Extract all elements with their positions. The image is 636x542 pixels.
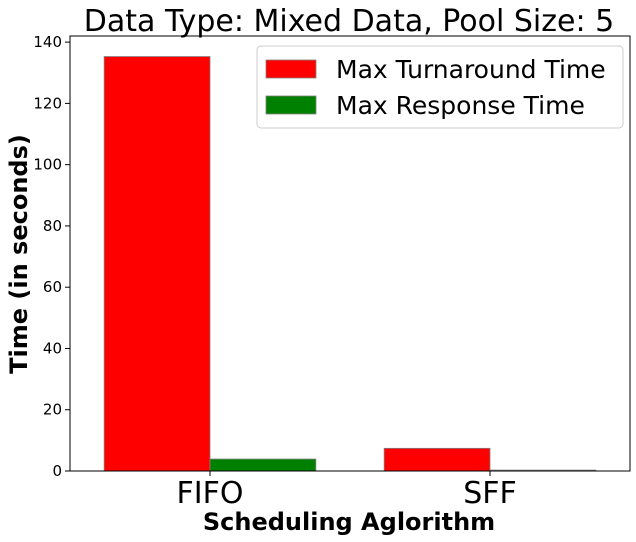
y-tick-label: 120 — [33, 94, 62, 112]
x-tick-label-fifo: FIFO — [177, 476, 244, 511]
y-axis: 0 20 40 60 80 100 120 140 — [33, 33, 70, 480]
bar-sff-turnaround — [383, 447, 491, 472]
y-tick-label: 140 — [33, 33, 62, 51]
x-axis: FIFO SFF — [177, 471, 517, 511]
legend-box — [256, 45, 624, 129]
y-tick-label: 80 — [43, 217, 62, 235]
y-tick-label: 60 — [43, 278, 62, 296]
x-tick-label-sff: SFF — [463, 476, 517, 511]
y-tick-label: 20 — [43, 401, 62, 419]
legend-swatch-turnaround — [265, 59, 317, 79]
y-axis-label: Time (in seconds) — [5, 134, 33, 374]
legend: Max Turnaround Time Max Response Time — [256, 45, 624, 129]
y-tick-label: 0 — [52, 462, 62, 480]
legend-label-turnaround: Max Turnaround Time — [336, 55, 606, 84]
bar-fifo-turnaround — [103, 56, 211, 472]
x-axis-label: Scheduling Aglorithm — [203, 508, 495, 536]
y-tick-label: 40 — [43, 339, 62, 357]
plot-frame — [69, 35, 631, 472]
legend-label-response: Max Response Time — [336, 91, 585, 120]
chart-title: Data Type: Mixed Data, Pool Size: 5 — [84, 4, 614, 39]
bar-fifo-response — [209, 458, 317, 472]
y-tick-label: 100 — [33, 156, 62, 174]
legend-swatch-response — [265, 95, 317, 115]
bars-group — [103, 56, 597, 472]
